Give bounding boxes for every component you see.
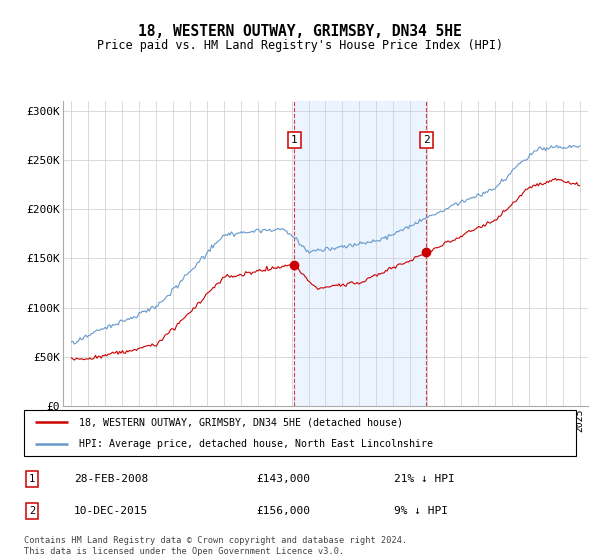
FancyBboxPatch shape (24, 410, 576, 456)
Text: Contains HM Land Registry data © Crown copyright and database right 2024.
This d: Contains HM Land Registry data © Crown c… (24, 536, 407, 556)
Text: 18, WESTERN OUTWAY, GRIMSBY, DN34 5HE: 18, WESTERN OUTWAY, GRIMSBY, DN34 5HE (138, 24, 462, 39)
Text: £156,000: £156,000 (256, 506, 310, 516)
Text: 2: 2 (423, 135, 430, 145)
Text: 28-FEB-2008: 28-FEB-2008 (74, 474, 148, 484)
Text: £143,000: £143,000 (256, 474, 310, 484)
Text: 1: 1 (29, 474, 35, 484)
Text: 9% ↓ HPI: 9% ↓ HPI (394, 506, 448, 516)
Text: 1: 1 (291, 135, 298, 145)
Text: HPI: Average price, detached house, North East Lincolnshire: HPI: Average price, detached house, Nort… (79, 440, 433, 450)
Text: Price paid vs. HM Land Registry's House Price Index (HPI): Price paid vs. HM Land Registry's House … (97, 39, 503, 52)
Bar (294, 101, 426, 406)
Text: 2: 2 (29, 506, 35, 516)
Text: 21% ↓ HPI: 21% ↓ HPI (394, 474, 455, 484)
Text: 18, WESTERN OUTWAY, GRIMSBY, DN34 5HE (detached house): 18, WESTERN OUTWAY, GRIMSBY, DN34 5HE (d… (79, 417, 403, 427)
Text: 10-DEC-2015: 10-DEC-2015 (74, 506, 148, 516)
